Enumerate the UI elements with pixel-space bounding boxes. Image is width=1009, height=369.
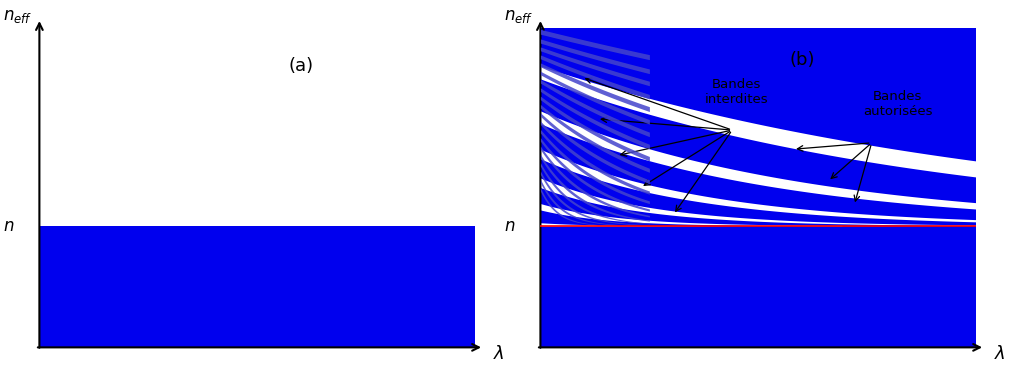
Text: Bandes
interdites: Bandes interdites <box>704 78 769 106</box>
Text: (b): (b) <box>789 51 814 69</box>
Text: $\lambda$: $\lambda$ <box>994 345 1005 363</box>
Bar <box>541 226 977 347</box>
Text: $n$: $n$ <box>3 217 14 235</box>
Text: (a): (a) <box>289 57 314 75</box>
Text: $n_{eff}$: $n_{eff}$ <box>503 7 534 25</box>
Text: $n_{eff}$: $n_{eff}$ <box>3 7 32 25</box>
Text: Bandes
autorisées: Bandes autorisées <box>863 90 932 118</box>
Text: $n$: $n$ <box>504 217 516 235</box>
Bar <box>39 226 475 347</box>
Bar <box>541 28 977 226</box>
Text: $\lambda$: $\lambda$ <box>492 345 504 363</box>
